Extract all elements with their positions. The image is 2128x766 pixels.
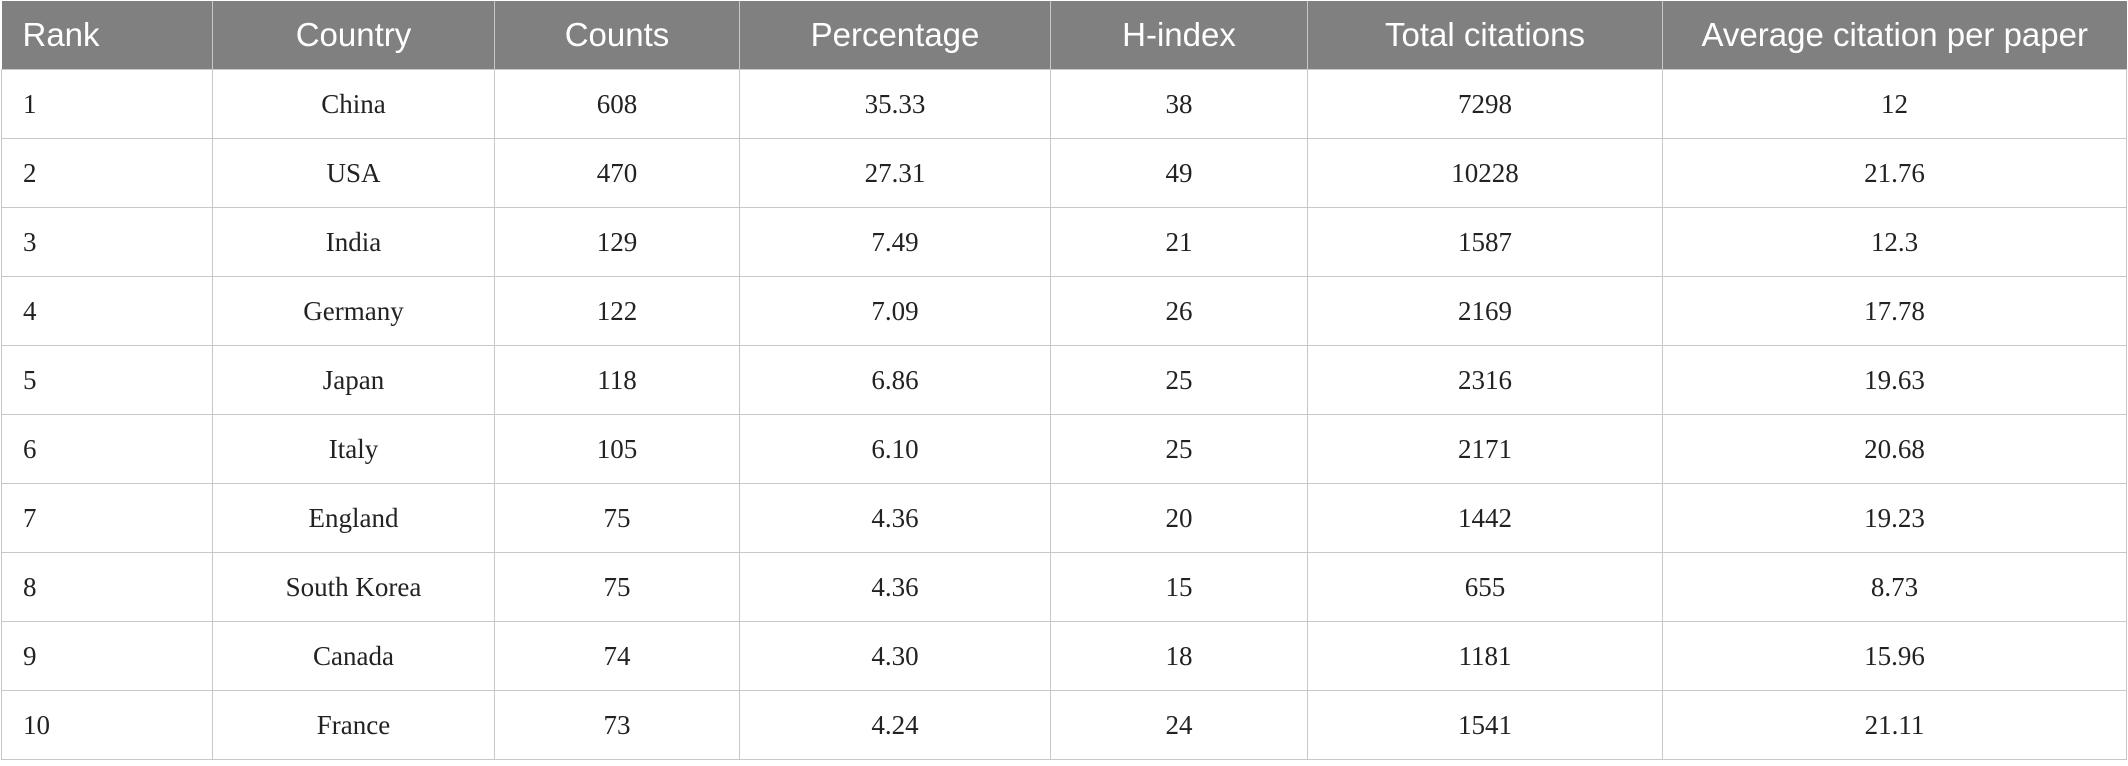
cell-rank: 7 — [1, 483, 213, 553]
table-row: 4 Germany 122 7.09 26 2169 17.78 — [1, 276, 2127, 346]
cell-h-index: 26 — [1050, 276, 1308, 346]
cell-counts: 75 — [494, 483, 740, 553]
cell-rank: 3 — [1, 207, 213, 277]
cell-rank: 5 — [1, 345, 213, 415]
cell-percentage: 7.09 — [739, 276, 1051, 346]
cell-h-index: 49 — [1050, 138, 1308, 208]
cell-h-index: 18 — [1050, 621, 1308, 691]
cell-country: Germany — [212, 276, 495, 346]
cell-h-index: 21 — [1050, 207, 1308, 277]
cell-percentage: 7.49 — [739, 207, 1051, 277]
cell-rank: 9 — [1, 621, 213, 691]
cell-average-citation: 12 — [1662, 69, 2127, 139]
header-average-citation: Average citation per paper — [1662, 1, 2127, 70]
cell-counts: 74 — [494, 621, 740, 691]
cell-rank: 4 — [1, 276, 213, 346]
cell-country: Italy — [212, 414, 495, 484]
table-row: 6 Italy 105 6.10 25 2171 20.68 — [1, 414, 2127, 484]
cell-counts: 129 — [494, 207, 740, 277]
cell-total-citations: 1541 — [1307, 690, 1663, 760]
cell-percentage: 4.36 — [739, 552, 1051, 622]
cell-average-citation: 21.11 — [1662, 690, 2127, 760]
cell-percentage: 4.36 — [739, 483, 1051, 553]
header-percentage: Percentage — [739, 1, 1051, 70]
cell-total-citations: 655 — [1307, 552, 1663, 622]
table-row: 10 France 73 4.24 24 1541 21.11 — [1, 690, 2127, 760]
cell-percentage: 4.30 — [739, 621, 1051, 691]
cell-percentage: 6.86 — [739, 345, 1051, 415]
cell-average-citation: 15.96 — [1662, 621, 2127, 691]
table-header: Rank Country Counts Percentage H-index T… — [1, 1, 2127, 70]
cell-average-citation: 8.73 — [1662, 552, 2127, 622]
cell-country: Canada — [212, 621, 495, 691]
cell-average-citation: 19.23 — [1662, 483, 2127, 553]
cell-h-index: 24 — [1050, 690, 1308, 760]
cell-counts: 122 — [494, 276, 740, 346]
cell-average-citation: 19.63 — [1662, 345, 2127, 415]
cell-total-citations: 2171 — [1307, 414, 1663, 484]
table-row: 3 India 129 7.49 21 1587 12.3 — [1, 207, 2127, 277]
header-counts: Counts — [494, 1, 740, 70]
table-row: 7 England 75 4.36 20 1442 19.23 — [1, 483, 2127, 553]
table-row: 1 China 608 35.33 38 7298 12 — [1, 69, 2127, 139]
table-body: 1 China 608 35.33 38 7298 12 2 USA 470 2… — [1, 69, 2127, 760]
cell-rank: 6 — [1, 414, 213, 484]
cell-h-index: 25 — [1050, 414, 1308, 484]
cell-country: India — [212, 207, 495, 277]
cell-counts: 75 — [494, 552, 740, 622]
table-row: 2 USA 470 27.31 49 10228 21.76 — [1, 138, 2127, 208]
cell-rank: 2 — [1, 138, 213, 208]
cell-counts: 608 — [494, 69, 740, 139]
cell-percentage: 4.24 — [739, 690, 1051, 760]
cell-total-citations: 2316 — [1307, 345, 1663, 415]
cell-rank: 10 — [1, 690, 213, 760]
cell-total-citations: 1587 — [1307, 207, 1663, 277]
cell-total-citations: 10228 — [1307, 138, 1663, 208]
table-row: 8 South Korea 75 4.36 15 655 8.73 — [1, 552, 2127, 622]
cell-percentage: 27.31 — [739, 138, 1051, 208]
header-h-index: H-index — [1050, 1, 1308, 70]
header-rank: Rank — [1, 1, 213, 70]
cell-h-index: 38 — [1050, 69, 1308, 139]
cell-total-citations: 7298 — [1307, 69, 1663, 139]
cell-total-citations: 2169 — [1307, 276, 1663, 346]
cell-counts: 470 — [494, 138, 740, 208]
cell-country: England — [212, 483, 495, 553]
cell-country: USA — [212, 138, 495, 208]
cell-percentage: 6.10 — [739, 414, 1051, 484]
cell-average-citation: 20.68 — [1662, 414, 2127, 484]
cell-counts: 105 — [494, 414, 740, 484]
cell-h-index: 20 — [1050, 483, 1308, 553]
cell-country: Japan — [212, 345, 495, 415]
cell-average-citation: 21.76 — [1662, 138, 2127, 208]
table-row: 5 Japan 118 6.86 25 2316 19.63 — [1, 345, 2127, 415]
cell-average-citation: 12.3 — [1662, 207, 2127, 277]
cell-counts: 118 — [494, 345, 740, 415]
cell-average-citation: 17.78 — [1662, 276, 2127, 346]
cell-h-index: 15 — [1050, 552, 1308, 622]
header-country: Country — [212, 1, 495, 70]
cell-rank: 8 — [1, 552, 213, 622]
cell-total-citations: 1442 — [1307, 483, 1663, 553]
cell-country: China — [212, 69, 495, 139]
cell-rank: 1 — [1, 69, 213, 139]
cell-total-citations: 1181 — [1307, 621, 1663, 691]
header-total-citations: Total citations — [1307, 1, 1663, 70]
header-row: Rank Country Counts Percentage H-index T… — [1, 1, 2127, 70]
cell-percentage: 35.33 — [739, 69, 1051, 139]
table-row: 9 Canada 74 4.30 18 1181 15.96 — [1, 621, 2127, 691]
cell-country: South Korea — [212, 552, 495, 622]
cell-h-index: 25 — [1050, 345, 1308, 415]
cell-counts: 73 — [494, 690, 740, 760]
cell-country: France — [212, 690, 495, 760]
